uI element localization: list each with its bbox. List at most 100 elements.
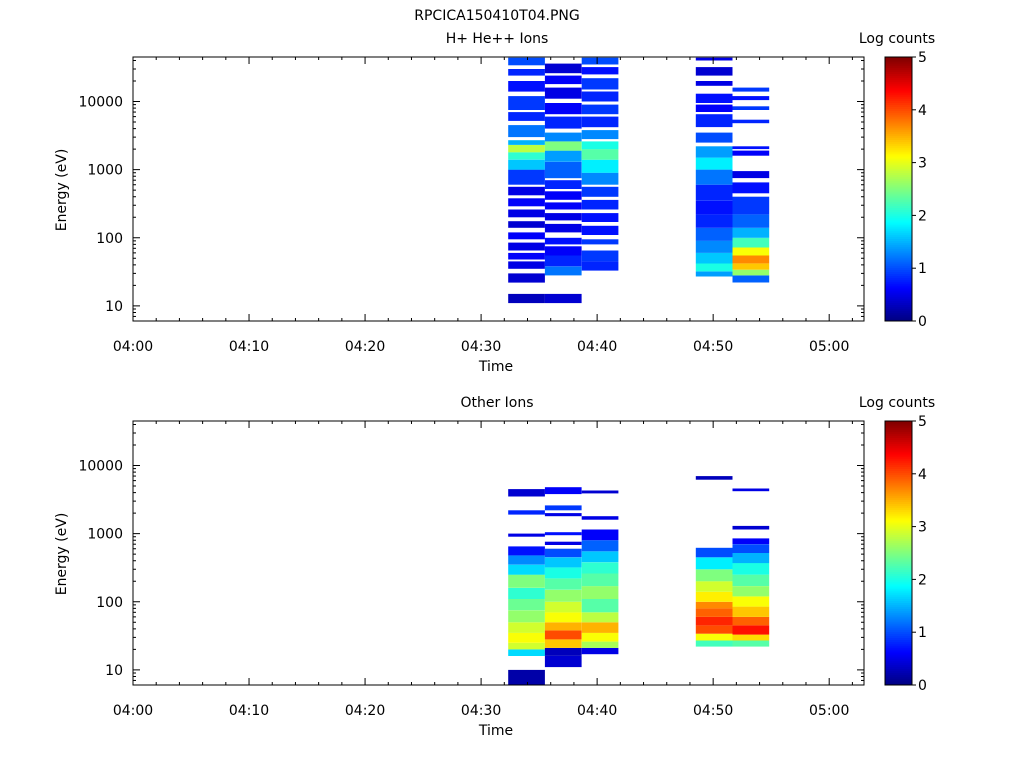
colorbar-segment [885, 189, 912, 192]
y-tick-label: 100 [96, 595, 123, 611]
colorbar-segment [885, 528, 912, 531]
y-tick-label: 10 [105, 299, 123, 315]
colorbar-segment [885, 87, 912, 91]
colorbar-segment [885, 96, 912, 99]
colorbar-segment [885, 652, 912, 655]
colorbar-segment [885, 228, 912, 231]
heatmap-cell [544, 237, 582, 245]
colorbar-segment [885, 79, 912, 83]
colorbar-label: Log counts [859, 395, 935, 411]
heatmap-cell [732, 96, 770, 101]
x-axis-label: Time [478, 359, 513, 375]
heatmap-cell [732, 625, 770, 635]
heatmap-cell [732, 563, 770, 575]
heatmap-cell [508, 159, 545, 170]
heatmap-cell [732, 596, 770, 607]
heatmap-cell [695, 581, 733, 592]
heatmap-cell [544, 622, 582, 631]
x-tick-label: 04:40 [577, 703, 617, 719]
colorbar-segment [885, 563, 912, 566]
heatmap-cell [508, 610, 545, 623]
colorbar-segment [885, 92, 912, 95]
colorbar-segment [885, 149, 912, 153]
colorbar-segment [885, 447, 912, 451]
colorbar-segment [885, 234, 912, 237]
colorbar-segment [885, 180, 912, 184]
colorbar-segment [885, 676, 912, 680]
colorbar-segment [885, 263, 912, 266]
heatmap-cell [732, 263, 770, 270]
colorbar-segment [885, 596, 912, 599]
heatmap-cell [544, 75, 582, 85]
heatmap-cell [695, 608, 733, 617]
colorbar-segment [885, 240, 912, 244]
colorbar-segment [885, 515, 912, 519]
heatmap-cell [581, 612, 619, 623]
colorbar-segment [885, 85, 912, 89]
heatmap-cell [508, 209, 545, 218]
colorbar-segment [885, 186, 912, 190]
colorbar-segment [885, 246, 912, 250]
colorbar-frame [884, 56, 913, 322]
heatmap-cell [508, 125, 545, 138]
colorbar-segment [885, 493, 912, 496]
colorbar-segment [885, 153, 912, 157]
heatmap-cell [695, 640, 733, 647]
x-tick-label: 05:00 [809, 703, 849, 719]
heatmap-cell [732, 255, 770, 264]
colorbar-segment [885, 631, 912, 634]
colorbar-segment [885, 77, 912, 81]
colorbar-segment [885, 275, 912, 279]
colorbar-segment [885, 273, 912, 277]
colorbar-segment [885, 318, 912, 322]
heatmap-cell [508, 669, 545, 685]
colorbar-segment [885, 544, 912, 548]
colorbar-segment [885, 106, 912, 110]
colorbar-segment [885, 649, 912, 653]
heatmap-cell [695, 157, 733, 170]
colorbar-segment [885, 83, 912, 87]
colorbar-segment [885, 575, 912, 579]
colorbar-segment [885, 495, 912, 498]
colorbar-segment [885, 627, 912, 630]
heatmap-cell [732, 634, 770, 641]
colorbar-segment [885, 635, 912, 639]
heatmap-cell [732, 574, 770, 586]
colorbar-tick-label: 0 [918, 678, 927, 694]
heatmap-cell [732, 275, 770, 283]
heatmap-cell [581, 213, 619, 222]
y-tick-label: 10000 [78, 459, 123, 475]
colorbar-segment [885, 242, 912, 246]
heatmap-cell [508, 642, 545, 650]
heatmap-cell [544, 548, 582, 558]
x-tick-label: 04:50 [693, 339, 733, 355]
colorbar-segment [885, 158, 912, 161]
colorbar-segment [885, 314, 912, 318]
colorbar-segment [885, 491, 912, 494]
colorbar-segment [885, 176, 912, 180]
colorbar-segment [885, 116, 912, 120]
colorbar-segment [885, 267, 912, 270]
heatmap-cell [695, 114, 733, 128]
colorbar-segment [885, 534, 912, 537]
colorbar-segment [885, 57, 912, 60]
colorbar-segment [885, 191, 912, 194]
heatmap-cell [544, 103, 582, 115]
colorbar-segment [885, 439, 912, 443]
heatmap-cell [732, 237, 770, 248]
colorbar-segment [885, 645, 912, 649]
heatmap-cell [544, 601, 582, 613]
colorbar-segment [885, 466, 912, 469]
heatmap-cell [508, 555, 545, 565]
colorbar-segment [885, 151, 912, 155]
colorbar-segment [885, 579, 912, 583]
colorbar-segment [885, 129, 912, 132]
colorbar-segment [885, 265, 912, 268]
heatmap-cell [544, 630, 582, 640]
colorbar-segment [885, 145, 912, 149]
colorbar-segment [885, 182, 912, 186]
x-tick-label: 04:10 [229, 703, 269, 719]
heatmap-cell [695, 184, 733, 201]
heatmap-cell [508, 242, 545, 251]
